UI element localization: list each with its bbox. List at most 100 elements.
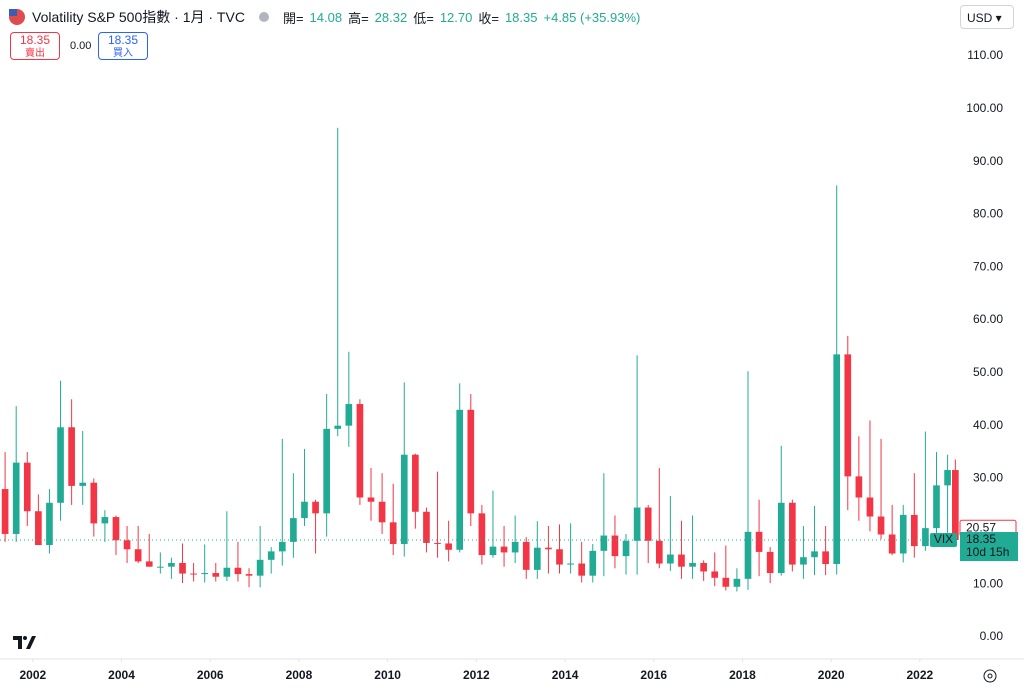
candle-body [833,354,841,565]
candle-body [478,513,486,556]
settings-icon[interactable] [983,669,997,683]
candle-body [345,404,353,426]
candle-body [367,497,375,502]
ohlc-value: 28.32 [374,9,408,25]
x-tick-label: 2022 [907,668,934,682]
buy-price: 18.35 [107,33,139,47]
y-tick-label: 80.00 [973,207,1003,221]
candle-body [23,462,31,512]
ohlc-label: 開= [282,10,304,26]
candle-body [755,531,763,552]
status-dot [258,12,269,22]
x-tick-label: 2004 [108,668,135,682]
candle-body [667,554,674,564]
candle-body [556,549,563,565]
candle-body [245,574,253,576]
ohlc-value: 14.08 [309,9,343,25]
candle-body [689,562,696,567]
candle-body [112,517,120,541]
candle-body [145,561,153,567]
candle-body [79,482,87,486]
candle-body [744,531,752,579]
candle-body [434,542,441,544]
x-tick-label: 2018 [729,668,756,682]
candle-body [711,571,719,578]
candle-body [533,547,541,570]
candle-body [234,567,242,575]
candle-body [678,554,685,567]
y-tick-label: 30.00 [973,471,1003,485]
y-tick-label: 50.00 [973,365,1003,379]
sell-label: 賣出 [25,48,45,59]
candle-body [922,528,929,547]
candle-body [733,578,741,587]
candle-body [511,541,519,553]
ohlc-label: 高= [348,10,369,26]
sell-button[interactable]: 18.35 賣出 [10,32,60,60]
candle-body [378,501,386,523]
candle-body [622,540,630,557]
currency-select[interactable]: USD ▾ [960,5,1014,29]
x-tick-label: 2006 [197,668,224,682]
candle-body [445,543,452,550]
candle-body [12,462,20,534]
candle-body [356,404,364,498]
candle-body [35,511,42,546]
tradingview-logo [13,636,36,649]
candle-body [301,501,308,519]
candle-body [423,511,430,543]
candle-body [722,577,730,587]
buy-label: 買入 [113,48,133,59]
candle-body [910,514,918,547]
y-tick-label: 10.00 [973,576,1003,590]
x-tick-label: 2012 [463,668,490,682]
candle-body [323,428,330,514]
header: Volatility S&P 500指數 · 1月 · TVC 開= 14.08 … [8,6,640,28]
candle-body [777,502,785,574]
y-tick-label: 60.00 [973,312,1003,326]
candle-body [400,454,408,544]
y-tick-label: 90.00 [973,154,1003,168]
candle-body [866,497,874,517]
candle-body [190,573,197,575]
sell-price: 18.35 [19,33,51,47]
x-tick-label: 2014 [552,668,579,682]
candle-body [633,507,641,541]
candle-body [589,550,597,576]
y-tick-label: 100.00 [966,101,1003,115]
candle-body [267,551,275,560]
ohlc-value: 12.70 [439,9,473,25]
candle-body [766,551,774,574]
symbol-label: VIX [934,532,953,546]
candle-body [811,551,818,558]
candle-body [278,541,286,552]
candle-body [201,573,209,575]
candle-body [500,546,508,553]
candle-body [952,470,959,541]
candle-body [223,567,231,577]
candle-body [334,425,342,429]
candle-body [789,502,796,565]
candle-body [600,535,608,551]
ohlc-label: 收= [478,10,499,26]
candle-body [157,566,164,568]
candle-body [578,563,586,576]
candle-body [168,562,175,567]
candle-body [134,549,142,562]
spread: 0.00 [70,40,92,52]
marker-price: 20.57 [966,520,996,534]
buy-button[interactable]: 18.35 買入 [98,32,148,60]
candle-body [567,563,574,565]
candle-body [844,354,852,477]
candle-body [68,427,75,486]
x-tick-label: 2002 [19,668,46,682]
candle-body [412,454,419,512]
candle-body [179,562,186,574]
y-tick-label: 40.00 [973,418,1003,432]
candle-body [822,551,829,565]
symbol-title: Volatility S&P 500指數 · 1月 · TVC [32,9,245,25]
x-tick-label: 2020 [818,668,845,682]
candle-body [899,514,907,554]
